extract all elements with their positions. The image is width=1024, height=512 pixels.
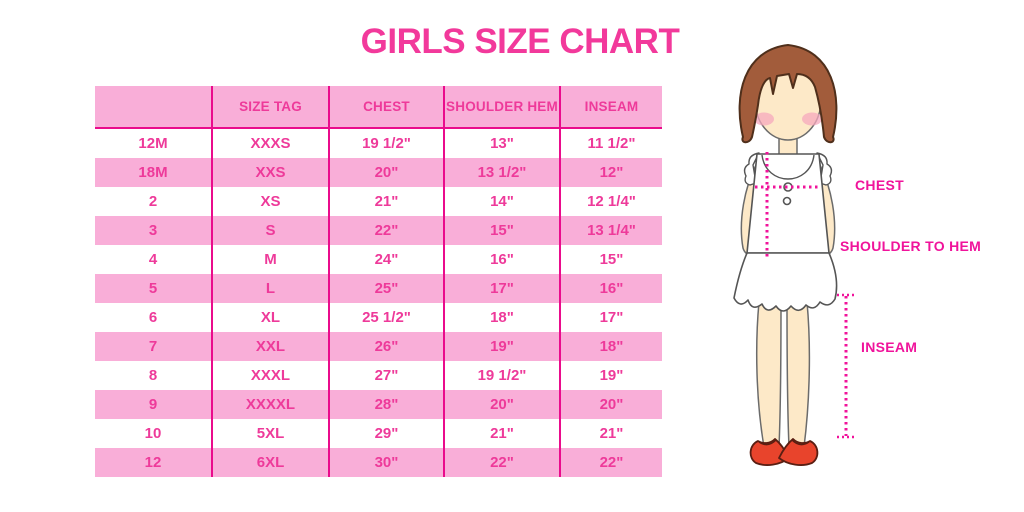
table-cell: 18" (444, 303, 561, 332)
table-row: 12M XXXS 19 1/2" 13" 11 1/2" (95, 128, 662, 158)
table-row: 12 6XL 30" 22" 22" (95, 448, 662, 477)
table-cell: 13 1/2" (444, 158, 561, 187)
table-cell: 19 1/2" (329, 128, 445, 158)
table-cell: 20" (329, 158, 445, 187)
page-title: GIRLS SIZE CHART (360, 22, 680, 61)
table-cell: 5XL (212, 419, 330, 448)
table-cell: 21" (329, 187, 445, 216)
table-cell: 27" (329, 361, 445, 390)
table-cell: S (212, 216, 330, 245)
skirt (733, 252, 838, 312)
table-row: 7 XXL 26" 19" 18" (95, 332, 662, 361)
table-cell: 30" (329, 448, 445, 477)
table-cell: 26" (329, 332, 445, 361)
table-row: 9 XXXXL 28" 20" 20" (95, 390, 662, 419)
table-row: 18M XXS 20" 13 1/2" 12" (95, 158, 662, 187)
table-cell: 9 (95, 390, 213, 419)
table-row: 5 L 25" 17" 16" (95, 274, 662, 303)
girl-illustration (700, 15, 1000, 480)
table-cell: 19 1/2" (444, 361, 561, 390)
table-cell: XXXL (212, 361, 330, 390)
shoulder-to-hem-label: SHOULDER TO HEM (840, 238, 982, 254)
table-cell: 11 1/2" (560, 128, 662, 158)
table-cell: 2 (95, 187, 213, 216)
table-cell: 6 (95, 303, 213, 332)
table-cell: 21" (560, 419, 662, 448)
hair (738, 44, 838, 144)
table-cell: XXL (212, 332, 330, 361)
table-cell: 4 (95, 245, 213, 274)
table-cell: XXS (212, 158, 330, 187)
table-cell: 24" (329, 245, 445, 274)
table-cell: 12" (560, 158, 662, 187)
table-row: 2 XS 21" 14" 12 1/4" (95, 187, 662, 216)
table-row: 8 XXXL 27" 19 1/2" 19" (95, 361, 662, 390)
table-cell: 22" (560, 448, 662, 477)
table-cell: 17" (560, 303, 662, 332)
table-cell: 16" (560, 274, 662, 303)
table-cell: 10 (95, 419, 213, 448)
header-cell: SIZE TAG (212, 86, 330, 129)
blush-right (802, 112, 822, 126)
neckline-seam (761, 154, 815, 180)
table-cell: 12M (95, 128, 213, 158)
shoes (749, 438, 819, 466)
table-cell: 12 1/4" (560, 187, 662, 216)
table-cell: XS (212, 187, 330, 216)
table-cell: 20" (444, 390, 561, 419)
table-row: 4 M 24" 16" 15" (95, 245, 662, 274)
table-cell: 15" (444, 216, 561, 245)
shoulder-ruffles (743, 152, 833, 186)
inseam-label: INSEAM (861, 339, 918, 355)
header-cell: CHEST (329, 86, 445, 129)
table-cell: 13 1/4" (560, 216, 662, 245)
table-cell: 25" (329, 274, 445, 303)
table-cell: 8 (95, 361, 213, 390)
table-cell: 14" (444, 187, 561, 216)
table-cell: 16" (444, 245, 561, 274)
blush-left (754, 112, 774, 126)
table-cell: 18" (560, 332, 662, 361)
table-cell: M (212, 245, 330, 274)
header-cell: SHOULDER HEM (444, 86, 561, 129)
size-chart-table: SIZE TAG CHEST SHOULDER HEM INSEAM 12M XXXS 1… (95, 86, 662, 477)
table-header-row: SIZE TAG CHEST SHOULDER HEM INSEAM (95, 86, 662, 129)
table-cell: 22" (444, 448, 561, 477)
chest-label: CHEST (855, 177, 904, 193)
table-cell: 15" (560, 245, 662, 274)
table-cell: 3 (95, 216, 213, 245)
table-cell: XXXXL (212, 390, 330, 419)
table-cell: 17" (444, 274, 561, 303)
table-cell: 19" (444, 332, 561, 361)
table-cell: XXXS (212, 128, 330, 158)
table-cell: XL (212, 303, 330, 332)
table-cell: 13" (444, 128, 561, 158)
table-cell: 5 (95, 274, 213, 303)
header-cell (95, 86, 213, 129)
table-cell: 29" (329, 419, 445, 448)
table-row: 6 XL 25 1/2" 18" 17" (95, 303, 662, 332)
legs (755, 301, 811, 448)
table-cell: 20" (560, 390, 662, 419)
table-cell: 22" (329, 216, 445, 245)
table-row: 3 S 22" 15" 13 1/4" (95, 216, 662, 245)
table-cell: 6XL (212, 448, 330, 477)
table-cell: L (212, 274, 330, 303)
table-cell: 19" (560, 361, 662, 390)
header-cell: INSEAM (560, 86, 662, 129)
table-cell: 18M (95, 158, 213, 187)
table-cell: 25 1/2" (329, 303, 445, 332)
table-cell: 12 (95, 448, 213, 477)
table-row: 10 5XL 29" 21" 21" (95, 419, 662, 448)
table-cell: 7 (95, 332, 213, 361)
table-cell: 28" (329, 390, 445, 419)
button-bottom (782, 196, 792, 206)
table-cell: 21" (444, 419, 561, 448)
